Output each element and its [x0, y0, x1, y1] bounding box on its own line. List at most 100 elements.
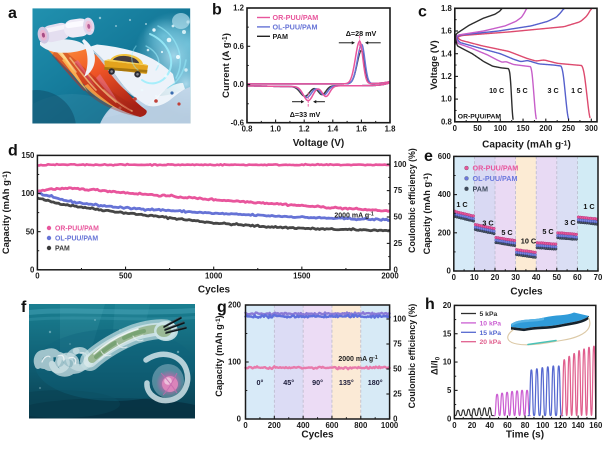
- svg-text:500: 500: [119, 272, 133, 281]
- svg-text:5 C: 5 C: [501, 228, 513, 237]
- svg-text:50: 50: [26, 227, 35, 236]
- svg-text:10: 10: [443, 358, 452, 367]
- svg-text:1.2: 1.2: [233, 4, 245, 13]
- svg-text:Cycles: Cycles: [301, 430, 334, 441]
- svg-text:40: 40: [485, 421, 494, 430]
- svg-text:60: 60: [503, 421, 512, 430]
- svg-text:1.2: 1.2: [299, 125, 311, 134]
- svg-text:0: 0: [452, 421, 457, 430]
- svg-text:250: 250: [562, 124, 576, 133]
- svg-text:Δ=28 mV: Δ=28 mV: [346, 29, 377, 38]
- svg-text:2000 mA g-1: 2000 mA g-1: [334, 211, 373, 219]
- svg-text:75: 75: [393, 340, 402, 349]
- svg-text:10 C: 10 C: [521, 237, 537, 246]
- svg-text:0.6: 0.6: [233, 42, 245, 51]
- svg-text:1.2: 1.2: [441, 72, 453, 81]
- svg-text:PAM: PAM: [273, 32, 288, 41]
- svg-text:80: 80: [521, 421, 530, 430]
- svg-text:0: 0: [447, 414, 452, 423]
- svg-text:0: 0: [237, 415, 242, 424]
- svg-text:135°: 135°: [339, 378, 354, 387]
- svg-text:70: 70: [594, 273, 602, 282]
- svg-text:h: h: [425, 296, 435, 313]
- svg-text:150: 150: [21, 151, 35, 160]
- svg-text:15 kPa: 15 kPa: [480, 330, 502, 337]
- svg-text:0: 0: [453, 124, 458, 133]
- svg-text:Voltage (V): Voltage (V): [293, 138, 344, 149]
- svg-text:20: 20: [468, 421, 477, 430]
- svg-text:200: 200: [228, 301, 242, 310]
- svg-text:Capacity (mAh g-1): Capacity (mAh g-1): [482, 138, 571, 150]
- svg-text:1500: 1500: [293, 272, 311, 281]
- svg-text:0: 0: [446, 267, 451, 276]
- svg-text:160: 160: [589, 421, 602, 430]
- svg-text:Δ=33 mV: Δ=33 mV: [290, 110, 321, 119]
- svg-text:140: 140: [572, 421, 586, 430]
- svg-text:100: 100: [228, 358, 242, 367]
- svg-text:600: 600: [325, 421, 339, 430]
- svg-text:g: g: [217, 299, 227, 316]
- svg-text:f: f: [21, 299, 27, 316]
- svg-text:1.6: 1.6: [356, 125, 368, 134]
- svg-text:1.8: 1.8: [385, 125, 397, 134]
- svg-text:1 C: 1 C: [456, 200, 468, 209]
- svg-text:200: 200: [438, 228, 452, 237]
- svg-text:PAM: PAM: [473, 184, 488, 193]
- svg-text:Coulombic efficiency (%): Coulombic efficiency (%): [407, 304, 417, 409]
- svg-text:3 C: 3 C: [547, 86, 558, 95]
- svg-text:Cycles: Cycles: [510, 287, 543, 298]
- svg-text:300: 300: [585, 124, 599, 133]
- svg-text:Capacity (mAh g-1): Capacity (mAh g-1): [214, 315, 224, 396]
- svg-text:10 C: 10 C: [489, 86, 504, 95]
- svg-text:5 C: 5 C: [517, 86, 528, 95]
- svg-text:50: 50: [394, 213, 403, 222]
- svg-text:0: 0: [30, 265, 35, 274]
- svg-text:Current (A g-1): Current (A g-1): [221, 33, 232, 98]
- svg-text:100: 100: [536, 421, 550, 430]
- svg-text:5: 5: [447, 386, 452, 395]
- svg-text:0.0: 0.0: [233, 80, 245, 89]
- svg-text:75: 75: [394, 186, 403, 195]
- svg-text:1000: 1000: [205, 272, 223, 281]
- svg-text:800: 800: [354, 421, 368, 430]
- svg-text:OR-PUU/PAM: OR-PUU/PAM: [55, 225, 99, 232]
- svg-text:10: 10: [470, 273, 479, 282]
- svg-text:90°: 90°: [312, 378, 323, 387]
- svg-text:1 C: 1 C: [583, 202, 595, 211]
- svg-text:40: 40: [532, 273, 541, 282]
- svg-text:10 kPa: 10 kPa: [480, 320, 502, 327]
- svg-text:c: c: [418, 4, 427, 21]
- svg-text:1.0: 1.0: [270, 125, 282, 134]
- svg-text:OR-PUU/PAM: OR-PUU/PAM: [473, 164, 519, 173]
- svg-text:45°: 45°: [283, 378, 294, 387]
- svg-text:0.8: 0.8: [242, 125, 254, 134]
- svg-text:OL-PUU/PAM: OL-PUU/PAM: [473, 174, 518, 183]
- svg-text:30: 30: [511, 273, 520, 282]
- svg-text:-0.6: -0.6: [231, 119, 245, 128]
- svg-text:OR-PUU/PAM: OR-PUU/PAM: [273, 13, 319, 22]
- svg-text:150: 150: [517, 124, 531, 133]
- svg-text:25: 25: [393, 390, 402, 399]
- svg-text:1.4: 1.4: [441, 49, 453, 58]
- svg-text:0.8: 0.8: [441, 117, 453, 126]
- svg-text:50: 50: [473, 124, 482, 133]
- svg-text:200: 200: [268, 421, 282, 430]
- svg-text:15: 15: [443, 329, 452, 338]
- svg-text:20 kPa: 20 kPa: [480, 339, 502, 346]
- svg-text:a: a: [8, 5, 17, 22]
- svg-text:20: 20: [443, 301, 452, 310]
- svg-text:50: 50: [552, 273, 561, 282]
- svg-text:100: 100: [393, 315, 407, 324]
- svg-text:OL-PUU/PAM: OL-PUU/PAM: [273, 23, 318, 32]
- svg-text:400: 400: [438, 190, 452, 199]
- svg-text:2000: 2000: [381, 272, 399, 281]
- svg-text:600: 600: [438, 152, 452, 161]
- svg-text:1.8: 1.8: [441, 4, 453, 13]
- svg-text:400: 400: [297, 421, 311, 430]
- svg-text:Capacity (mAh g-1): Capacity (mAh g-1): [0, 171, 11, 254]
- svg-text:0: 0: [243, 421, 248, 430]
- svg-text:OR-PUU/PAM: OR-PUU/PAM: [458, 114, 502, 121]
- svg-text:5 kPa: 5 kPa: [480, 311, 498, 318]
- svg-text:3 C: 3 C: [564, 218, 576, 227]
- svg-text:50: 50: [393, 365, 402, 374]
